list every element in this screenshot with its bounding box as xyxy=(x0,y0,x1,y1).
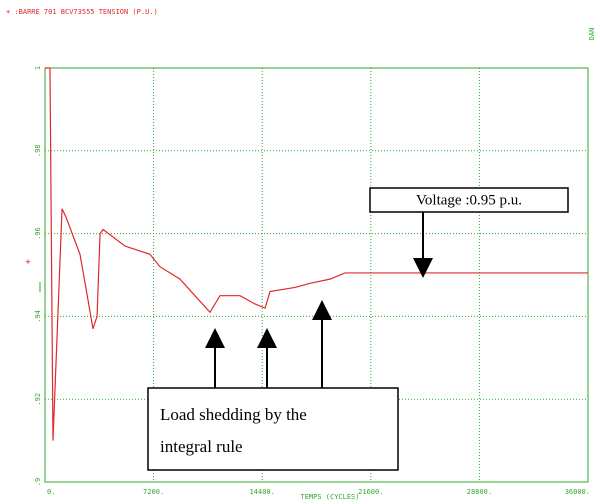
series-line xyxy=(45,67,588,441)
arrowhead xyxy=(413,258,433,278)
y-tick-label: 1 xyxy=(34,66,42,70)
arrowheads xyxy=(205,258,433,348)
annotations: Voltage :0.95 p.u. Load shedding by the … xyxy=(147,187,569,471)
arrows xyxy=(214,212,424,388)
arrowhead xyxy=(257,328,277,348)
x-tick-label: 36000. xyxy=(565,488,590,496)
annotation: integral rule xyxy=(160,437,243,456)
arrowhead xyxy=(205,328,225,348)
x-axis-label: TEMPS (CYCLES) xyxy=(300,493,359,501)
series-label: + :BARRE 701 BCV73555 TENSION (P.U.) xyxy=(6,8,158,16)
y-tick-label: .94 xyxy=(34,310,42,323)
annotation-box xyxy=(147,387,399,471)
y-marker: + xyxy=(25,258,31,268)
annotation-box xyxy=(369,187,569,213)
x-tick-label: 7200. xyxy=(143,488,164,496)
y-tick-label: .92 xyxy=(34,393,42,406)
corner-label: DAN xyxy=(588,28,596,41)
x-tick-label: 0. xyxy=(47,488,55,496)
annotation: Load shedding by the xyxy=(160,405,307,424)
arrowhead xyxy=(312,300,332,320)
x-tick-label: 21600. xyxy=(358,488,383,496)
y-tick-label: .98 xyxy=(34,144,42,157)
x-tick-label: 28800. xyxy=(467,488,492,496)
y-tick-label: .9 xyxy=(34,478,42,486)
x-tick-label: 14400. xyxy=(250,488,275,496)
annotation: Voltage :0.95 p.u. xyxy=(416,192,522,208)
y-tick-label: .96 xyxy=(34,227,42,240)
